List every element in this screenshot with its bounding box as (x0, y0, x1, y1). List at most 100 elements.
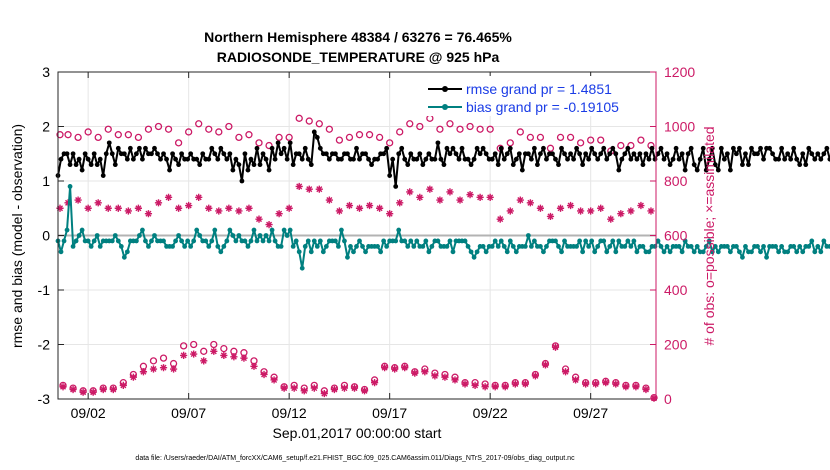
obs-assimilated-marker (69, 385, 77, 394)
obs-assimilated-upper-marker (577, 207, 585, 215)
obs-assimilated-marker (290, 384, 298, 392)
rmse-series-point (658, 145, 664, 151)
y-tick-label: -3 (38, 391, 51, 407)
obs-assimilated-marker (129, 373, 137, 381)
obs-assimilated-upper-marker (205, 204, 213, 212)
obs-assimilated-marker (431, 372, 439, 380)
bias-series-point (224, 238, 230, 244)
bias-series-point (293, 238, 299, 244)
obs-assimilated-upper-marker (607, 215, 615, 223)
bias-series-point (658, 244, 664, 249)
bias-series-point (776, 249, 782, 255)
obs-assimilated-upper-marker (195, 193, 203, 201)
rmse-series-point (688, 145, 694, 151)
rmse-series-point (236, 162, 242, 168)
rmse-series-point (724, 151, 730, 157)
bias-series-point (465, 244, 471, 249)
rmse-series-point (718, 145, 724, 151)
bias-series-point (779, 244, 785, 249)
rmse-series-point (251, 162, 257, 168)
obs-possible-upper-marker (185, 128, 193, 136)
rmse-series-point (489, 156, 495, 162)
bias-series-point (426, 249, 432, 255)
bias-series-point (414, 238, 420, 244)
obs-assimilated-marker (411, 369, 419, 377)
x-tick-label: 09/12 (272, 405, 307, 421)
bias-series-point (489, 244, 495, 249)
rmse-series-point (393, 184, 399, 189)
bias-series-point (691, 249, 697, 255)
rmse-series-point (679, 151, 685, 157)
rmse-series-point (646, 156, 652, 162)
rmse-series-point (749, 145, 754, 151)
rmse-series-point (218, 145, 224, 151)
bias-series-point (462, 238, 468, 244)
obs-possible-upper-marker (74, 133, 82, 142)
bias-series-point (562, 238, 567, 244)
obs-assimilated-upper-marker (476, 193, 484, 201)
rmse-series-point (649, 145, 655, 151)
bias-series-point (806, 244, 812, 249)
obs-possible-upper-marker (466, 122, 474, 131)
rmse-series-point (456, 156, 462, 162)
rmse-series-point (643, 151, 649, 157)
obs-assimilated-marker (149, 365, 158, 373)
obs-assimilated-upper-marker (516, 196, 524, 204)
obs-assimilated-marker (401, 364, 409, 372)
obs-assimilated-upper-marker (134, 204, 143, 212)
rmse-series-point (610, 145, 616, 151)
rmse-series-point (556, 162, 561, 168)
y2-tick-label: 0 (664, 391, 672, 407)
obs-possible-marker (149, 357, 158, 365)
rmse-series-point (399, 145, 405, 151)
bias-series-point (70, 244, 76, 249)
x-axis-label: Sep.01,2017 00:00:00 start (273, 425, 442, 441)
legend-box (422, 76, 654, 116)
bias-series-point (405, 244, 411, 249)
bias-series-point (61, 238, 67, 244)
bias-series-line (57, 185, 830, 270)
bias-series-point (589, 238, 595, 244)
rmse-series-point (785, 151, 791, 157)
rmse-series-point (405, 162, 411, 168)
obs-assimilated-upper-marker (345, 201, 354, 210)
obs-assimilated-marker (159, 364, 168, 372)
obs-possible-upper-marker (637, 136, 645, 144)
rmse-series-point (507, 145, 513, 151)
rmse-series-point (495, 162, 501, 168)
rmse-series-point (673, 145, 679, 151)
obs-assimilated-marker (139, 368, 148, 376)
obs-possible-upper-marker (64, 131, 72, 139)
bias-series-point (734, 244, 739, 249)
bias-series-point (212, 227, 218, 233)
rmse-series-point (112, 162, 118, 168)
rmse-series-point (130, 156, 136, 162)
rmse-series-point (818, 156, 824, 162)
bias-series-point (197, 233, 203, 238)
rmse-series-point (230, 167, 236, 173)
rmse-series-point (562, 151, 567, 157)
obs-assimilated-marker (571, 376, 580, 384)
obs-assimilated-upper-marker (265, 221, 273, 229)
rmse-series-point (82, 151, 88, 157)
bias-series-point (218, 249, 224, 255)
rmse-series-point (580, 162, 586, 168)
bias-series-point (818, 249, 824, 255)
obs-assimilated-marker (260, 370, 268, 379)
chart-subtitle: RADIOSONDE_TEMPERATURE @ 925 hPa (217, 49, 500, 65)
rmse-series-point (97, 156, 103, 162)
rmse-series-point (634, 156, 640, 162)
obs-possible-marker (179, 342, 188, 350)
rmse-series-point (133, 151, 139, 157)
y-axis-label: rmse and bias (model - observation) (9, 124, 25, 348)
obs-assimilated-marker (511, 380, 519, 388)
bias-series-point (616, 238, 622, 244)
bias-series-point (715, 249, 721, 255)
rmse-series-point (812, 156, 818, 162)
bias-series-point (450, 249, 456, 255)
bias-series-point (411, 244, 417, 249)
bias-series-point (284, 233, 290, 238)
rmse-series-point (574, 145, 580, 151)
bias-series-point (501, 244, 507, 249)
rmse-series-point (652, 156, 658, 162)
